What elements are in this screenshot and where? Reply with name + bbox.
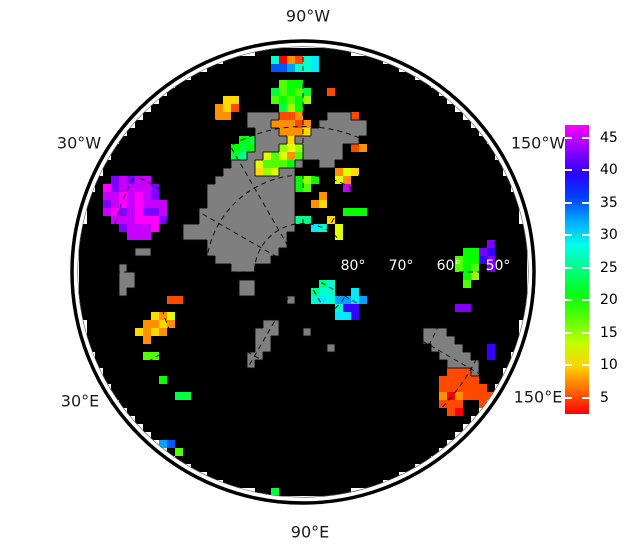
colorbar-tick — [582, 331, 589, 334]
colorbar-tick — [582, 299, 589, 302]
colorbar-tick — [565, 234, 572, 237]
lon-label-90e: 90°E — [290, 522, 330, 542]
colorbar-tick — [565, 364, 572, 367]
colorbar-tick — [565, 136, 572, 139]
colorbar-tick-label: 25 — [600, 259, 618, 276]
raster-cells — [79, 48, 527, 496]
lon-label-150w: 150°W — [510, 133, 566, 153]
lat-label-70: 70° — [389, 258, 414, 274]
colorbar-tick-label: 20 — [600, 292, 618, 309]
colorbar-tick — [582, 266, 589, 269]
colorbar-tick-label: 30 — [600, 227, 618, 244]
white-gap-ring — [73, 42, 533, 502]
outer-circle — [70, 39, 536, 505]
lat-label-80: 80° — [341, 258, 366, 274]
colorbar-tick — [565, 299, 572, 302]
colorbar-tick-label: 45 — [600, 129, 618, 146]
colorbar-tick-label: 35 — [600, 194, 618, 211]
colorbar-tick — [565, 201, 572, 204]
colorbar-tick — [565, 169, 572, 172]
colorbar-tick — [582, 364, 589, 367]
coastlines — [118, 111, 480, 377]
colorbar-tick-label: 5 — [600, 389, 609, 406]
colorbar-gradient — [565, 125, 589, 414]
colorbar: 45 40 35 30 25 20 15 10 5 — [565, 125, 625, 414]
colorbar-tick — [565, 266, 572, 269]
lat-label-60: 60° — [437, 258, 462, 274]
lon-label-90w: 90°W — [285, 6, 331, 26]
colorbar-tick-label: 10 — [600, 357, 618, 374]
colorbar-tick — [582, 396, 589, 399]
lon-label-30w: 30°W — [56, 133, 102, 153]
colorbar-tick-label: 40 — [600, 162, 618, 179]
lon-label-30e: 30°E — [60, 391, 100, 411]
colorbar-tick — [582, 201, 589, 204]
lat-label-50: 50° — [486, 258, 511, 274]
colorbar-tick — [565, 396, 572, 399]
colorbar-tick-label: 15 — [600, 324, 618, 341]
colorbar-tick — [582, 136, 589, 139]
colorbar-tick — [582, 169, 589, 172]
colorbar-tick — [565, 331, 572, 334]
graticule — [78, 47, 528, 497]
lon-label-150e: 150°E — [513, 387, 563, 407]
colorbar-tick — [582, 234, 589, 237]
